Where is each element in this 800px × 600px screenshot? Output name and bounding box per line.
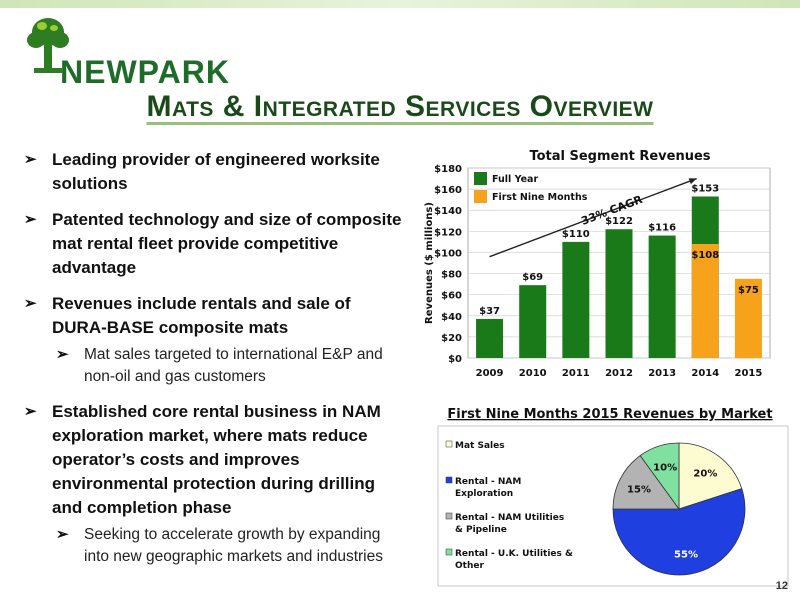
page-number: 12 (775, 580, 788, 592)
legend-label: Rental - NAM Utilities & Pipeline (455, 513, 564, 535)
arrow-bullet-icon: ➢ (56, 526, 69, 543)
bar-full-year (648, 235, 676, 358)
arrow-bullet-icon: ➢ (24, 151, 37, 168)
logo-wordmark: NEWPARK (60, 54, 230, 90)
bar-full-year (476, 318, 504, 358)
tree-icon (27, 18, 69, 73)
pie-slice (612, 455, 680, 510)
data-label: $116 (648, 223, 676, 234)
page-title: Mats & Integrated Services Overview (146, 90, 654, 123)
pie-chart-frame (437, 425, 789, 587)
y-tick-label: $20 (441, 333, 462, 344)
bullet-item: ➢ Patented technology and size of composi… (24, 208, 404, 280)
y-tick-label: $140 (434, 206, 462, 217)
legend-label: Rental - U.K. Utilities & Other (455, 549, 573, 571)
y-tick-label: $60 (441, 291, 462, 302)
bullet-item: ➢ Established core rental business in NAM… (24, 400, 404, 520)
y-axis-label: Revenues ($ millions) (424, 202, 435, 324)
bar-full-year (519, 285, 547, 358)
legend-swatch (445, 476, 453, 484)
bullet-text: Established core rental business in NAM … (52, 402, 381, 517)
revenue-bar-chart: Total Segment Revenues $0 $20 $40 $60 $80 $100… (410, 140, 790, 390)
legend-swatch-full-year (474, 172, 487, 185)
legend-swatch (445, 512, 453, 520)
y-tick-label: $180 (434, 164, 462, 175)
bullet-text: Patented technology and size of composit… (52, 210, 402, 277)
arrow-bullet-icon: ➢ (56, 346, 69, 363)
y-tick-label: $160 (434, 185, 462, 196)
chart-title: First Nine Months 2015 Revenues by Marke… (447, 407, 772, 422)
arrow-bullet-icon: ➢ (24, 211, 37, 228)
legend-swatch (445, 440, 453, 448)
data-label: $153 (691, 184, 719, 195)
sub-bullet-text: Mat sales targeted to international E&P … (84, 346, 383, 385)
pie-chart-svg: First Nine Months 2015 Revenues by Marke… (437, 407, 789, 587)
data-label: $110 (562, 229, 590, 240)
sub-bullet-item: ➢ Seeking to accelerate growth by expandi… (56, 524, 404, 568)
y-tick-label: $120 (434, 227, 462, 238)
bullet-list: ➢ Leading provider of engineered worksite… (24, 148, 404, 580)
x-tick-label: 2009 (476, 368, 504, 379)
legend-swatch-first-nine-months (474, 190, 487, 203)
sub-bullet-item: ➢ Mat sales targeted to international E&P… (56, 344, 404, 388)
slice-label: 20% (693, 469, 717, 480)
newpark-logo: NEWPARK (18, 14, 248, 90)
y-tick-label: $0 (448, 354, 462, 365)
top-accent-bar (0, 0, 800, 8)
legend-label: Mat Sales (455, 441, 505, 451)
slice-label: 55% (674, 549, 698, 560)
y-tick-label: $100 (434, 248, 462, 259)
legend-label: Rental - NAM Exploration (455, 477, 521, 499)
sub-bullet-text: Seeking to accelerate growth by expandin… (84, 526, 383, 565)
y-tick-label: $80 (441, 270, 462, 281)
arrow-bullet-icon: ➢ (24, 403, 37, 420)
legend-label: Full Year (492, 174, 538, 185)
bullet-item: ➢ Revenues include rentals and sale of DU… (24, 292, 404, 340)
data-label: $122 (605, 216, 633, 227)
x-tick-label: 2013 (648, 368, 676, 379)
x-tick-label: 2010 (519, 368, 547, 379)
pie-slice (612, 488, 746, 576)
x-tick-label: 2011 (562, 368, 590, 379)
arrow-bullet-icon: ➢ (24, 295, 37, 312)
y-tick-label: $40 (441, 312, 462, 323)
x-tick-label: 2012 (605, 368, 633, 379)
cagr-arrow-line (489, 177, 697, 258)
cagr-arrow-head (688, 178, 697, 185)
x-tick-label: 2014 (691, 368, 719, 379)
bar-chart-svg: Total Segment Revenues $0 $20 $40 $60 $80 $100… (424, 149, 771, 379)
pie-slice (678, 442, 743, 510)
legend-label: First Nine Months (492, 192, 588, 203)
bullet-item: ➢ Leading provider of engineered worksite… (24, 148, 404, 196)
data-label: $75 (738, 285, 759, 296)
data-label: $69 (522, 272, 543, 283)
data-label: $108 (691, 250, 719, 261)
legend-swatch (445, 548, 453, 556)
bar-first-nine-months (691, 244, 719, 358)
bar-first-nine-months (734, 278, 762, 358)
data-label: $37 (479, 306, 500, 317)
chart-title: Total Segment Revenues (529, 149, 710, 164)
slice-label: 10% (653, 462, 677, 473)
pie-slice (639, 442, 680, 511)
bar-full-year (562, 241, 590, 358)
slice-label: 15% (627, 485, 651, 496)
market-pie-chart: First Nine Months 2015 Revenues by Marke… (410, 398, 790, 588)
x-tick-label: 2015 (735, 368, 763, 379)
bullet-text: Leading provider of engineered worksite … (52, 150, 380, 193)
bullet-text: Revenues include rentals and sale of DUR… (52, 294, 351, 337)
bar-full-year (605, 229, 633, 358)
